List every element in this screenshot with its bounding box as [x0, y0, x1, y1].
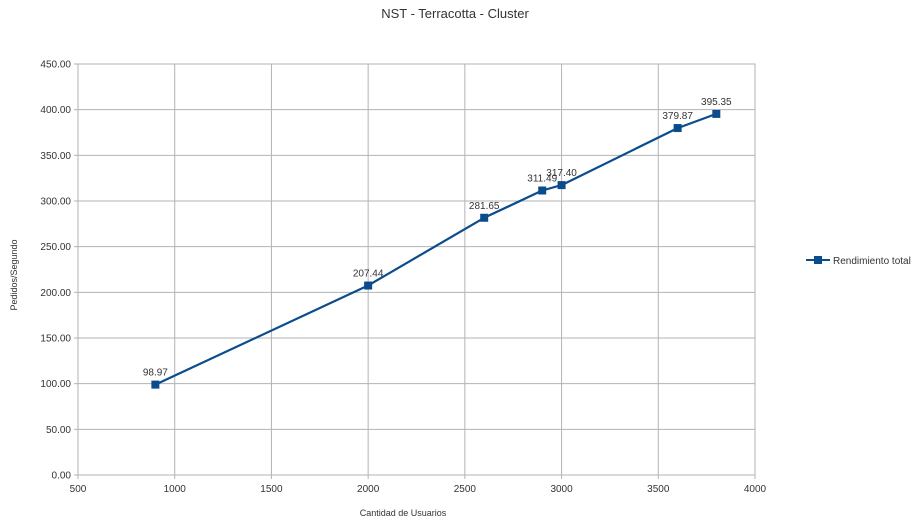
y-tick-label: 300.00	[40, 197, 71, 208]
x-tick-labels: 500 1000 1500 2000 2500 3000 3500 4000	[70, 484, 767, 495]
x-tick-label: 4000	[744, 484, 767, 495]
y-tick-label: 150.00	[40, 334, 71, 345]
x-tick-label: 1000	[164, 484, 187, 495]
data-point	[673, 124, 682, 133]
y-tick-label: 50.00	[46, 425, 71, 436]
y-tick-label: 0.00	[52, 471, 72, 482]
axes	[74, 63, 756, 479]
data-point	[151, 380, 160, 389]
legend-marker	[814, 256, 822, 264]
legend: Rendimiento total	[806, 256, 911, 267]
y-tick-labels: 0.00 50.00 100.00 150.00 200.00 250.00 300.00 3…	[40, 60, 71, 482]
series-line	[154, 112, 717, 386]
data-label: 317.40	[546, 168, 577, 179]
data-point	[364, 281, 373, 290]
y-axis-label: Pedidos/Segundo	[9, 239, 19, 310]
data-point	[712, 109, 721, 118]
data-label: 311.49	[527, 174, 557, 185]
y-tick-label: 100.00	[40, 379, 71, 390]
y-tick-label: 450.00	[40, 60, 71, 71]
x-tick-label: 3500	[647, 484, 670, 495]
data-point	[480, 213, 489, 222]
x-tick-label: 3000	[550, 484, 573, 495]
y-tick-label: 250.00	[40, 242, 71, 253]
data-point	[538, 186, 547, 195]
data-label: 207.44	[353, 269, 384, 280]
x-tick-label: 1500	[260, 484, 283, 495]
y-tick-label: 400.00	[40, 105, 71, 116]
x-tick-label: 2500	[454, 484, 477, 495]
data-label: 379.87	[662, 111, 693, 122]
data-label: 98.97	[143, 368, 168, 379]
y-tick-label: 200.00	[40, 288, 71, 299]
x-tick-label: 2000	[357, 484, 380, 495]
grid	[77, 63, 756, 476]
x-tick-label: 500	[70, 484, 87, 495]
chart-title: NST - Terracotta - Cluster	[381, 6, 529, 21]
data-point	[557, 181, 566, 190]
plot-frame	[77, 63, 756, 476]
data-label: 395.35	[701, 97, 732, 108]
data-label: 281.65	[469, 201, 500, 212]
y-tick-label: 350.00	[40, 151, 71, 162]
x-axis-label: Cantidad de Usuarios	[360, 508, 447, 518]
legend-label: Rendimiento total	[833, 256, 911, 267]
